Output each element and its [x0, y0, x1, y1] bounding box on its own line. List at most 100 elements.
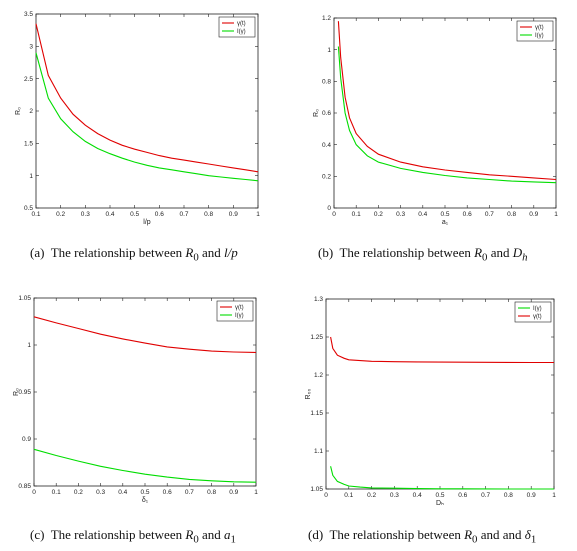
x-tick-label: 0.6	[155, 211, 164, 218]
y-axis-label: R₀	[15, 107, 22, 115]
x-tick-label: 0.9	[229, 211, 238, 218]
y-tick-label: 0.95	[18, 389, 31, 396]
x-tick-label: 0.4	[105, 211, 114, 218]
y-tick-label: 1	[327, 47, 331, 54]
y-tick-label: 1.5	[24, 141, 33, 148]
y-tick-label: 2	[29, 108, 33, 115]
y-tick-label: 1.05	[310, 486, 323, 493]
x-tick-label: 0.7	[179, 211, 188, 218]
legend-box	[516, 20, 554, 42]
y-tick-label: 0.9	[22, 436, 31, 443]
caption-a: (a) The relationship between R0 and l/p	[30, 245, 238, 264]
x-tick-label: 0.2	[367, 492, 376, 499]
x-tick-label: 1	[256, 211, 260, 218]
y-axis-label: R₀₀	[305, 388, 312, 399]
x-tick-label: 1	[552, 492, 556, 499]
y-tick-label: 2.5	[24, 76, 33, 83]
series-line-first	[33, 316, 257, 354]
y-tick-label: 1.25	[310, 334, 323, 341]
y-tick-label: 0.2	[322, 174, 331, 181]
x-tick-label: 0.3	[396, 211, 405, 218]
x-tick-label: 0.8	[507, 211, 516, 218]
y-tick-label: 0.8	[322, 79, 331, 86]
y-tick-label: 0	[327, 205, 331, 212]
caption-c: (c) The relationship between R0 and a1	[30, 527, 236, 546]
legend-label: I(γ)	[533, 306, 542, 312]
y-tick-label: 3.5	[24, 11, 33, 18]
x-tick-label: 0.2	[374, 211, 383, 218]
x-tick-label: 0.9	[527, 492, 536, 499]
legend-label: γ(t)	[535, 25, 544, 31]
x-tick-label: 1	[554, 211, 558, 218]
x-tick-label: 0.6	[163, 489, 172, 496]
x-axis-label: Dₕ	[436, 500, 444, 507]
legend-box	[514, 301, 552, 323]
x-axis-label: a₁	[442, 219, 449, 226]
y-tick-label: 0.5	[24, 205, 33, 212]
y-axis-label: R₀	[13, 388, 20, 396]
x-axis-label: l/p	[143, 219, 151, 226]
x-tick-label: 0.1	[31, 211, 40, 218]
x-tick-label: 0	[324, 492, 328, 499]
x-tick-label: 0.1	[344, 492, 353, 499]
x-tick-label: 0.7	[485, 211, 494, 218]
x-tick-label: 0.8	[504, 492, 513, 499]
x-tick-label: 0.1	[52, 489, 61, 496]
x-tick-label: 0.6	[463, 211, 472, 218]
y-tick-label: 0.4	[322, 142, 331, 149]
y-tick-label: 1	[29, 173, 33, 180]
legend-label: γ(t)	[237, 21, 246, 27]
legend-label: I(γ)	[235, 313, 244, 319]
series-line-second	[33, 448, 257, 483]
x-axis-label: δ₁	[142, 497, 149, 504]
legend-label: I(γ)	[237, 29, 246, 35]
series-line-first	[337, 21, 557, 181]
series-line-second	[330, 336, 554, 364]
legend-box	[216, 300, 254, 322]
x-tick-label: 0.4	[118, 489, 127, 496]
plot-frame-0	[35, 13, 259, 209]
x-tick-label: 0.3	[81, 211, 90, 218]
x-tick-label: 0.9	[529, 211, 538, 218]
legend-label: I(γ)	[535, 33, 544, 39]
y-tick-label: 1.15	[310, 410, 323, 417]
series-line-first	[35, 23, 259, 173]
y-tick-label: 0.6	[322, 110, 331, 117]
caption-d: (d) The relationship between R0 and and …	[308, 527, 537, 546]
x-tick-label: 0.7	[481, 492, 490, 499]
x-tick-label: 0	[332, 211, 336, 218]
legend-label: γ(t)	[235, 305, 244, 311]
plot-frame-1	[333, 17, 557, 209]
series-line-first	[330, 466, 554, 490]
x-tick-label: 0	[32, 489, 36, 496]
y-axis-label: R₀	[313, 109, 320, 117]
x-tick-label: 0.2	[56, 211, 65, 218]
series-line-second	[35, 52, 259, 182]
legend-box	[218, 16, 256, 38]
y-tick-label: 1.05	[18, 295, 31, 302]
y-tick-label: 1.1	[314, 448, 323, 455]
x-tick-label: 0.2	[74, 489, 83, 496]
x-tick-label: 0.6	[458, 492, 467, 499]
y-tick-label: 1	[27, 342, 31, 349]
x-tick-label: 0.5	[440, 211, 449, 218]
x-tick-label: 0.4	[418, 211, 427, 218]
caption-b: (b) The relationship between R0 and Dh	[318, 245, 528, 264]
x-tick-label: 0.7	[185, 489, 194, 496]
x-tick-label: 0.9	[229, 489, 238, 496]
x-tick-label: 0.1	[352, 211, 361, 218]
x-tick-label: 0.8	[204, 211, 213, 218]
x-tick-label: 0.5	[435, 492, 444, 499]
x-tick-label: 0.8	[207, 489, 216, 496]
x-tick-label: 0.4	[413, 492, 422, 499]
y-tick-label: 0.85	[18, 483, 31, 490]
plot-frame-3	[325, 298, 555, 490]
y-tick-label: 3	[29, 44, 33, 51]
series-line-second	[337, 46, 557, 184]
y-tick-label: 1.3	[314, 296, 323, 303]
y-tick-label: 1.2	[322, 15, 331, 22]
x-tick-label: 0.3	[96, 489, 105, 496]
legend-label: γ(t)	[533, 314, 542, 320]
x-tick-label: 0.5	[130, 211, 139, 218]
